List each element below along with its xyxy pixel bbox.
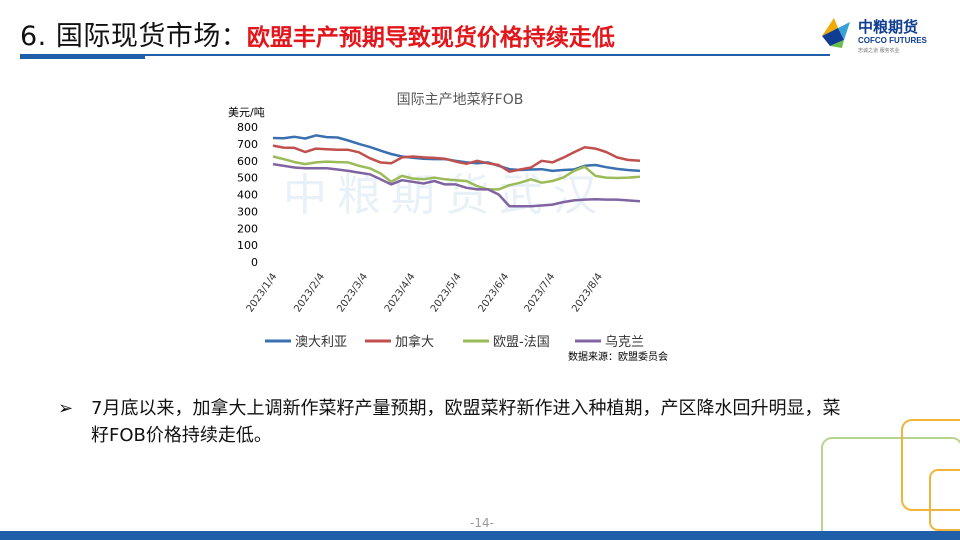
series-line xyxy=(272,144,641,173)
legend-item: 乌克兰 xyxy=(575,334,644,350)
fob-price-chart: 中粮期货武汉 国际主产地菜籽FOB 美元/吨 0 100 200 300 400 500 6… xyxy=(220,80,700,370)
legend-item: 欧盟-法国 xyxy=(463,335,550,350)
chart-canvas: 中粮期货武汉 国际主产地菜籽FOB 美元/吨 01002003004005006… xyxy=(228,92,668,363)
bullet-text: 7月底以来，加拿大上调新作菜籽产量预期，欧盟菜籽新作进入种植期，产区降水回升明显… xyxy=(91,398,841,446)
chart-title: 国际主产地菜籽FOB xyxy=(397,92,524,108)
y-tick-label: 200 xyxy=(237,222,258,235)
y-tick-label: 600 xyxy=(237,155,258,168)
title-separator: ： xyxy=(220,22,247,52)
title-subtitle: 欧盟丰产预期导致现货价格持续走低 xyxy=(246,25,615,51)
page-title: 6. 国际现货市场 ： 欧盟丰产预期导致现货价格持续走低 xyxy=(20,14,615,54)
series-line xyxy=(272,155,641,191)
footer-bar xyxy=(0,531,960,540)
y-tick-label: 100 xyxy=(237,239,258,252)
series-line xyxy=(272,162,641,208)
title-underline-accent xyxy=(20,54,145,59)
legend-item: 加拿大 xyxy=(365,334,434,350)
legend-label: 乌克兰 xyxy=(605,334,644,350)
legend-label: 欧盟-法国 xyxy=(493,335,550,350)
y-tick-label: 500 xyxy=(237,172,258,185)
legend-label: 加拿大 xyxy=(395,334,434,350)
logo-name-en: COFCO FUTURES xyxy=(858,36,927,45)
y-tick-label: 700 xyxy=(237,138,258,151)
page-number: -14- xyxy=(470,516,494,530)
cofco-logo: 中粮期货 COFCO FUTURES 忠诚之道 服务农业 xyxy=(818,14,948,58)
cofco-logo-icon xyxy=(822,18,850,48)
y-axis-label: 美元/吨 xyxy=(228,106,265,119)
y-tick-label: 0 xyxy=(251,256,258,269)
legend-label: 澳大利亚 xyxy=(295,334,347,350)
legend-item: 澳大利亚 xyxy=(265,334,347,350)
y-tick-label: 400 xyxy=(237,189,258,202)
data-source: 数据来源：欧盟委员会 xyxy=(568,350,668,363)
bullet-arrow-icon: ➢ xyxy=(58,398,74,419)
y-tick-label: 300 xyxy=(237,205,258,218)
logo-tagline: 忠诚之道 服务农业 xyxy=(858,48,900,54)
title-underline xyxy=(20,54,830,56)
y-tick-label: 800 xyxy=(237,121,258,134)
logo-name-cn: 中粮期货 xyxy=(858,18,919,36)
title-main: 6. 国际现货市场 xyxy=(20,21,221,52)
bullet-point: ➢ 7月底以来，加拿大上调新作菜籽产量预期，欧盟菜籽新作进入种植期，产区降水回升… xyxy=(58,395,858,449)
